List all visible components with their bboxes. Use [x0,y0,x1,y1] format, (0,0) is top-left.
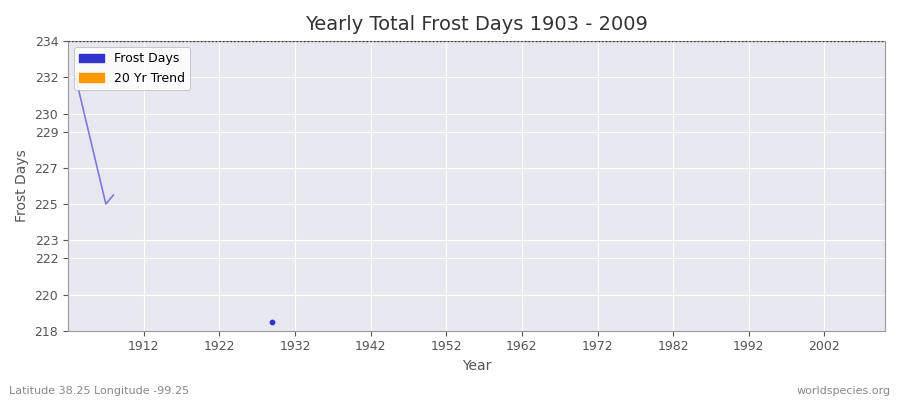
Title: Yearly Total Frost Days 1903 - 2009: Yearly Total Frost Days 1903 - 2009 [305,15,648,34]
Point [266,318,280,325]
Text: Latitude 38.25 Longitude -99.25: Latitude 38.25 Longitude -99.25 [9,386,189,396]
Text: worldspecies.org: worldspecies.org [796,386,891,396]
Y-axis label: Frost Days: Frost Days [15,150,29,222]
X-axis label: Year: Year [462,359,491,373]
Legend: Frost Days, 20 Yr Trend: Frost Days, 20 Yr Trend [75,47,190,90]
